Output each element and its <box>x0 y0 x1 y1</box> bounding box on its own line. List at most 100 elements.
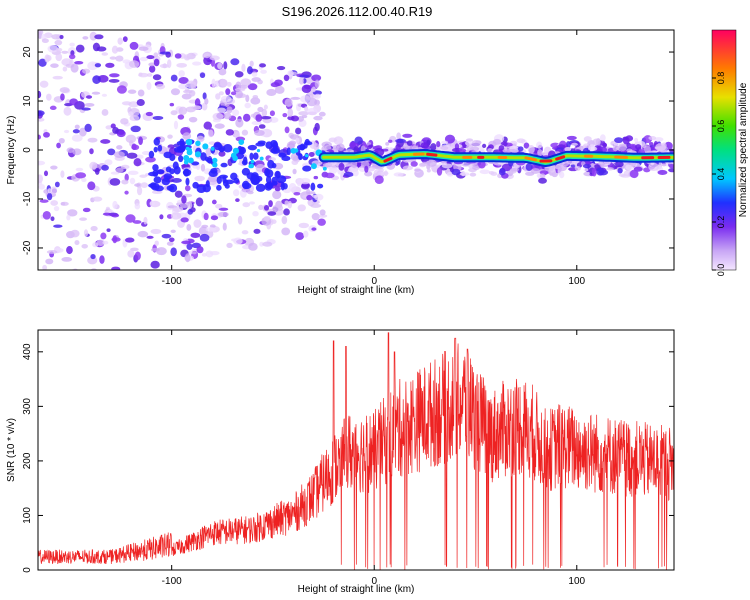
spectrogram-blob <box>159 214 164 220</box>
spectrogram-blob <box>67 209 78 217</box>
spectrogram-blob-strong <box>271 162 277 169</box>
spectrogram-blob-strong <box>178 155 184 163</box>
spectrogram-blob <box>436 167 443 176</box>
spectrogram-blob <box>215 203 223 209</box>
spectrogram-blob <box>246 66 253 75</box>
spectrogram-blob <box>63 106 72 116</box>
snr-frame <box>37 329 675 571</box>
spectrogram-blob <box>194 98 201 108</box>
colorbar-tick-label: 0.8 <box>716 72 726 85</box>
spectrogram-blob <box>259 63 267 68</box>
spectrogram-blob <box>108 78 120 83</box>
spectrogram-blob <box>136 186 143 196</box>
spectrogram-blob <box>571 142 578 146</box>
spectrogram-blob <box>295 127 302 135</box>
spectrogram-blob <box>59 87 70 93</box>
spectrogram-blob <box>226 106 233 114</box>
spectrogram-blob-strong <box>163 151 173 159</box>
spectrogram-blob <box>170 74 178 82</box>
spectrogram-blob <box>74 60 84 65</box>
spectrogram-blob <box>199 72 206 79</box>
spectrogram-blob <box>38 58 47 67</box>
spectrogram-blob <box>641 143 647 149</box>
spectrogram-blob <box>75 44 85 53</box>
spectrogram-blob <box>190 232 201 238</box>
spectrogram-blob <box>336 143 345 151</box>
spectrogram-blob <box>284 200 289 206</box>
colorbar: 0.0 0.2 0.4 0.6 0.8 Normalized spectral ampl… <box>711 29 749 277</box>
spectrogram-blob <box>272 190 282 200</box>
ridge-peak <box>555 155 566 161</box>
spectrogram-blob <box>308 151 315 157</box>
spectrogram-blob <box>50 200 59 206</box>
spectrogram-blob <box>79 127 87 137</box>
spectrogram-blob-strong <box>296 144 306 151</box>
spectrogram-blob <box>298 77 304 85</box>
spectrogram-blob-strong <box>310 182 316 191</box>
spectrogram-blob <box>106 228 111 232</box>
snr-y-tick-label: 400 <box>22 343 33 360</box>
spectrogram-blob <box>614 137 624 144</box>
spectrogram-blob <box>502 148 512 153</box>
colorbar-tick-label: 0.0 <box>716 264 726 277</box>
spectrogram-blob <box>226 81 232 87</box>
spectrogram-blob <box>202 92 207 100</box>
spectrogram-blob <box>523 142 530 149</box>
spectrogram-blob <box>72 148 82 156</box>
spectrogram-x-axis-label: Height of straight line (km) <box>298 285 415 296</box>
spectrogram-blob <box>194 175 205 182</box>
spectrogram-blob <box>230 58 240 66</box>
spectrogram-blob <box>90 253 96 260</box>
spectrogram-blob <box>138 46 149 51</box>
spectrogram-blob <box>50 270 56 278</box>
spectrogram-blob <box>622 136 630 145</box>
spectrogram-blob <box>111 266 121 270</box>
spectrogram-blob <box>81 243 88 249</box>
spectrogram-blob <box>134 251 141 261</box>
spectrogram-blob <box>178 70 185 78</box>
spectrogram-blob <box>84 102 95 107</box>
spectrogram-blob <box>530 168 541 174</box>
spectrogram-blob <box>168 237 175 243</box>
spectrogram-blob-strong <box>265 141 273 149</box>
spectrogram-blob <box>479 169 491 175</box>
spectrogram-blob <box>441 163 453 169</box>
spectrogram-blob <box>42 211 51 220</box>
spectrogram-blob <box>186 224 192 231</box>
spectrogram-y-axis-label: Frequency (Hz) <box>6 116 17 185</box>
spectrogram-blob <box>539 173 546 179</box>
spectrogram-blob <box>311 86 316 93</box>
snr-x-tick-label: -100 <box>162 576 182 587</box>
spectrogram-blob <box>374 175 384 185</box>
spectrogram-blob <box>126 152 138 159</box>
spectrogram-blob <box>314 122 320 132</box>
spectrogram-blob <box>538 177 547 184</box>
spectrogram-blob <box>318 214 328 218</box>
spectrogram-blob <box>281 227 291 236</box>
spectrogram-blob <box>161 233 172 239</box>
spectrogram-blob <box>247 83 258 91</box>
spectrogram-blob <box>517 146 524 152</box>
spectrogram-blob <box>115 167 124 173</box>
spectrogram-blob <box>57 24 64 28</box>
spectrogram-blob <box>430 143 437 151</box>
spectrogram-blob <box>167 59 172 69</box>
spectrogram-blob <box>169 102 175 107</box>
spectrogram-blob <box>295 137 300 144</box>
spectrogram-blob <box>207 129 214 138</box>
spectrogram-blob-cyan <box>259 156 264 161</box>
spectrogram-blob <box>214 123 225 129</box>
spectrogram-blob <box>237 215 243 225</box>
spectrogram-blob <box>185 106 196 113</box>
snr-panel: -100 0 100 0 100 200 300 400 Height of straigh… <box>6 329 675 595</box>
spectrogram-blob <box>75 167 84 172</box>
spectrogram-blob <box>178 83 188 90</box>
spectrogram-blob <box>393 172 404 177</box>
spectrogram-blob <box>138 136 143 146</box>
spectrogram-blob <box>403 144 410 150</box>
spectrogram-blob <box>181 164 190 168</box>
spectrogram-blob <box>582 163 592 169</box>
spectrogram-x-tick-label: 0 <box>371 276 377 287</box>
spectrogram-blob <box>212 112 224 121</box>
spectrogram-blob <box>406 140 413 146</box>
